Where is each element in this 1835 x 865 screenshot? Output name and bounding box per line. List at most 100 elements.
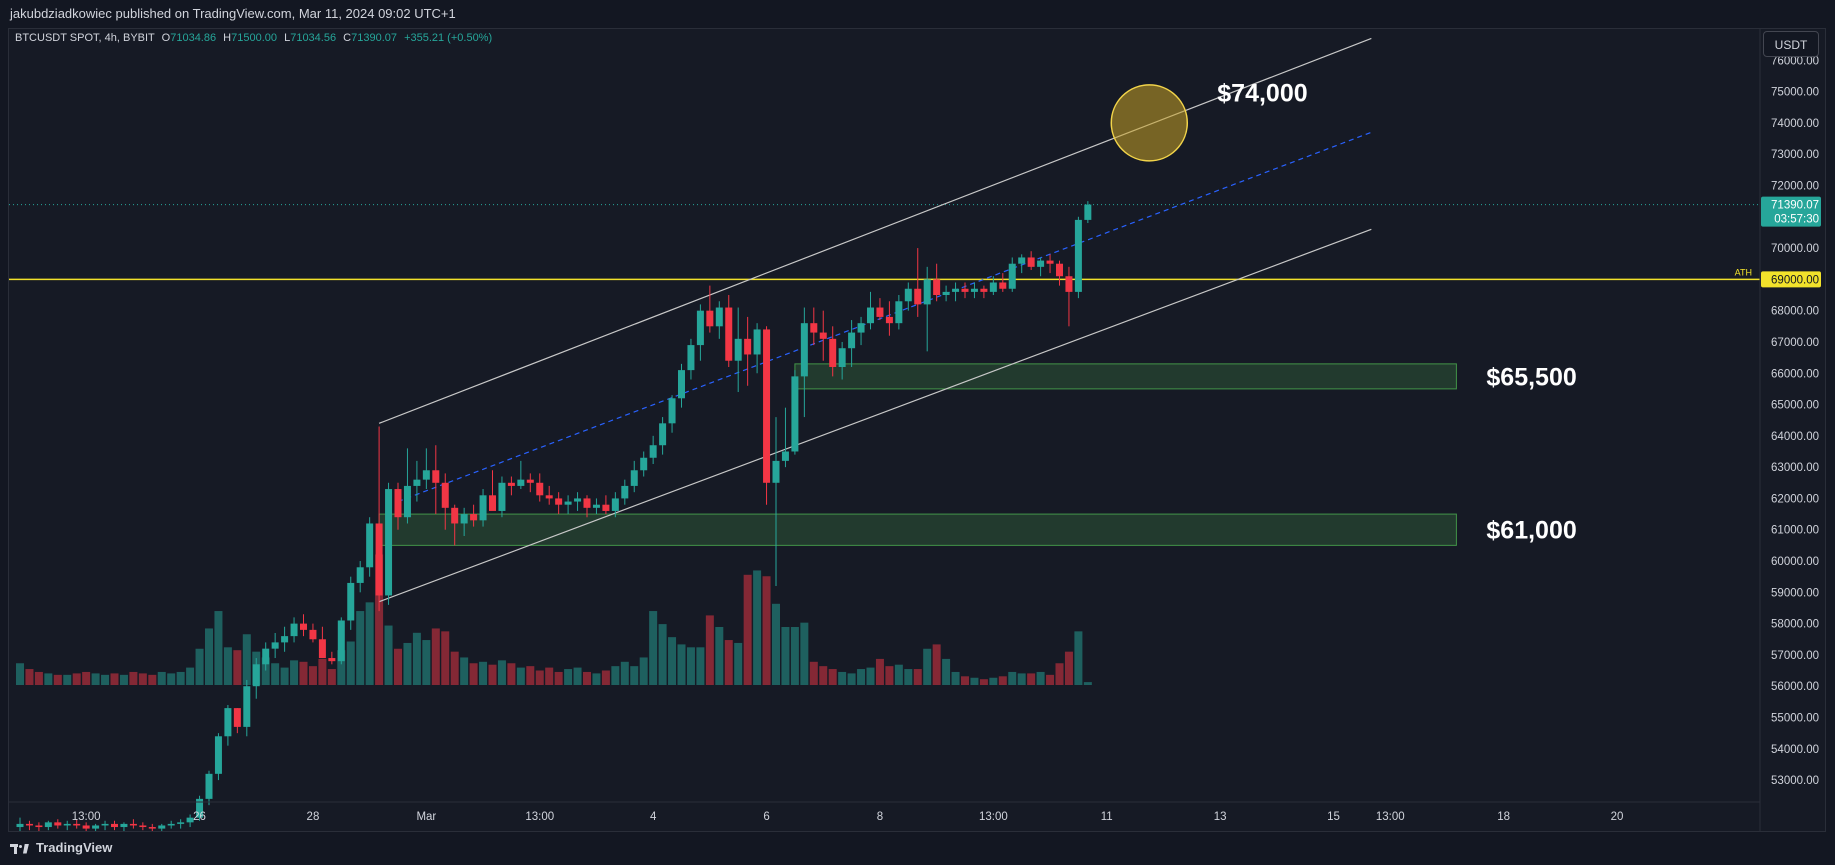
- volume-bar: [346, 641, 355, 685]
- volume-bar: [781, 627, 790, 685]
- volume-bar: [44, 673, 53, 685]
- volume-bar: [951, 671, 960, 685]
- zone-price-label: $61,000: [1486, 517, 1576, 545]
- volume-bar: [403, 642, 412, 685]
- volume-bar: [450, 651, 459, 685]
- volume-bar: [885, 666, 894, 685]
- volume-bar: [233, 650, 242, 685]
- volume-bar: [686, 647, 695, 685]
- volume-bar: [479, 661, 488, 685]
- time-tick-label: 4: [650, 811, 657, 823]
- candle-body: [375, 523, 383, 596]
- candle-body: [659, 423, 667, 446]
- candle-body: [347, 582, 355, 621]
- volume-bar: [1083, 682, 1092, 685]
- candle-body: [630, 470, 638, 486]
- price-tick-label: 72000.00: [1771, 180, 1819, 192]
- tradingview-logo-icon: [10, 842, 30, 854]
- price-tick-label: 65000.00: [1771, 400, 1819, 412]
- candle-body: [498, 482, 506, 511]
- tradingview-brand: TradingView: [36, 840, 113, 855]
- candle-body: [441, 482, 449, 508]
- candle-body: [167, 823, 175, 826]
- volume-bar: [460, 657, 469, 685]
- candle-body: [545, 495, 553, 499]
- price-tick-label: 74000.00: [1771, 118, 1819, 130]
- candle-body: [356, 567, 364, 583]
- volume-bar: [535, 670, 544, 685]
- volume-bar: [91, 673, 100, 685]
- volume-bar: [82, 671, 91, 685]
- volume-bar: [828, 669, 837, 685]
- candle-body: [186, 817, 194, 823]
- price-tick-label: 54000.00: [1771, 744, 1819, 756]
- volume-bar: [242, 634, 251, 685]
- time-tick-label: 13:00: [72, 811, 101, 823]
- candle-body: [649, 445, 657, 458]
- close-label: C: [343, 32, 352, 44]
- volume-bar: [205, 628, 213, 685]
- candle-body: [139, 825, 147, 828]
- volume-bar: [583, 671, 591, 685]
- candle-body: [602, 504, 610, 511]
- candle-body: [942, 291, 950, 296]
- channel-mid-line: [397, 131, 1372, 503]
- candle-body: [961, 288, 969, 292]
- volume-bar: [564, 669, 573, 685]
- volume-bar: [214, 611, 223, 685]
- price-tick-label: 64000.00: [1771, 431, 1819, 443]
- price-tick-label: 63000.00: [1771, 462, 1819, 474]
- last-price-value: 71390.07: [1771, 200, 1819, 212]
- currency-button[interactable]: USDT: [1763, 31, 1819, 57]
- candle-body: [82, 825, 90, 829]
- candle-body: [696, 310, 704, 346]
- change-value: +355.21 (+0.50%): [404, 32, 493, 44]
- price-tick-label: 67000.00: [1771, 337, 1819, 349]
- candle-body: [914, 288, 922, 305]
- volume-bar: [422, 640, 431, 685]
- candle-body: [885, 316, 893, 324]
- candle-body: [517, 479, 525, 486]
- volume-bar: [762, 576, 771, 685]
- chart-frame[interactable]: $65,500 $61,000 ATH $74,000 76000.00 75000.0…: [8, 28, 1826, 832]
- volume-bar: [979, 679, 988, 685]
- volume-bar: [573, 667, 582, 685]
- candle-body: [952, 288, 960, 292]
- volume-bar: [441, 631, 450, 685]
- time-tick-label: 26: [193, 811, 206, 823]
- candlestick-chart[interactable]: $65,500 $61,000 ATH $74,000 76000.00 75000.0…: [9, 29, 1825, 831]
- candle-body: [564, 501, 572, 505]
- volume-bar: [186, 667, 195, 685]
- candle-body: [611, 498, 619, 511]
- candle-body: [555, 498, 563, 505]
- candle-body: [1018, 257, 1026, 264]
- volume-bar: [1074, 631, 1083, 685]
- open-value: 71034.86: [170, 32, 217, 44]
- candle-body: [196, 798, 204, 818]
- candle-body: [1074, 219, 1082, 292]
- volume-bar: [261, 657, 270, 685]
- volume-bar: [809, 661, 818, 685]
- volume-bar: [932, 644, 941, 685]
- candle-body: [16, 823, 24, 828]
- volume-bar: [639, 657, 648, 685]
- low-value: 71034.56: [290, 32, 337, 44]
- volume-bar: [34, 671, 43, 685]
- volume-bar: [384, 625, 393, 685]
- candle-body: [451, 507, 459, 524]
- volume-bar: [1055, 663, 1064, 685]
- candle-body: [422, 470, 430, 480]
- candle-body: [25, 823, 33, 826]
- volume-bar: [469, 663, 478, 685]
- price-tick-label: 76000.00: [1771, 55, 1819, 67]
- candle-body: [706, 310, 714, 327]
- volume-bar: [394, 648, 402, 685]
- volume-bar: [167, 673, 176, 685]
- candle-body: [526, 479, 534, 483]
- tradingview-logo[interactable]: TradingView: [10, 840, 112, 855]
- time-tick-label: 15: [1327, 811, 1340, 823]
- volume-bar: [838, 671, 847, 685]
- volume-bar: [724, 640, 733, 685]
- volume-bar: [989, 677, 998, 685]
- candle-body: [687, 345, 695, 371]
